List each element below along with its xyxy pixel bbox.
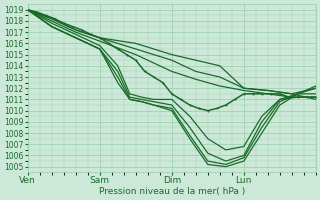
X-axis label: Pression niveau de la mer( hPa ): Pression niveau de la mer( hPa )	[99, 187, 245, 196]
